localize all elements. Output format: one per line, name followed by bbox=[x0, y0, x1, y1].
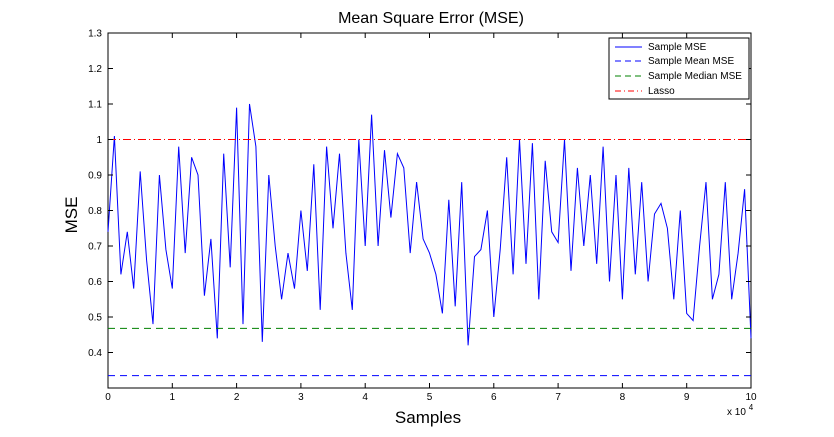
y-tick-label: 0.6 bbox=[88, 277, 102, 288]
x-tick-label: 3 bbox=[298, 392, 304, 403]
series-line-sample-mse bbox=[107, 103, 752, 346]
legend-label-lasso: Lasso bbox=[648, 86, 675, 97]
legend-box bbox=[608, 37, 750, 100]
x-tick-label: 0 bbox=[105, 392, 111, 403]
x-tick-label: 5 bbox=[427, 392, 433, 403]
legend: Sample MSE Sample Mean MSE Sample Median… bbox=[608, 37, 750, 100]
x-multiplier-base: x 10 bbox=[727, 407, 746, 418]
ticks-layer: 0 1 2 3 4 5 6 7 8 9 10 0.4 0.5 0.6 0.7 0.8 0.9 1 1.1 1.2 1.3 bbox=[88, 29, 757, 404]
y-tick-label: 1.1 bbox=[88, 100, 102, 111]
chart-title: Mean Square Error (MSE) bbox=[338, 10, 524, 27]
x-axis-label: Samples bbox=[395, 408, 461, 427]
x-tick-label: 10 bbox=[745, 392, 757, 403]
y-tick-label: 0.4 bbox=[88, 348, 102, 359]
legend-label-sample-median-mse: Sample Median MSE bbox=[648, 71, 742, 82]
x-tick-label: 9 bbox=[684, 392, 690, 403]
y-tick-label: 0.9 bbox=[88, 171, 102, 182]
y-tick-label: 1 bbox=[96, 135, 102, 146]
x-tick-label: 1 bbox=[170, 392, 176, 403]
x-tick-label: 8 bbox=[620, 392, 626, 403]
y-tick-label: 1.3 bbox=[88, 29, 102, 40]
series-layer bbox=[107, 103, 752, 377]
x-multiplier: x 10 4 bbox=[727, 403, 754, 418]
x-tick-label: 2 bbox=[234, 392, 240, 403]
x-multiplier-exponent: 4 bbox=[749, 403, 754, 412]
y-tick-label: 1.2 bbox=[88, 64, 102, 75]
x-tick-label: 7 bbox=[555, 392, 561, 403]
y-tick-label: 0.8 bbox=[88, 206, 102, 217]
y-axis-label: MSE bbox=[62, 197, 81, 234]
legend-label-sample-mse: Sample MSE bbox=[648, 42, 707, 53]
y-tick-label: 0.7 bbox=[88, 242, 102, 253]
x-tick-label: 6 bbox=[491, 392, 497, 403]
legend-label-sample-mean-mse: Sample Mean MSE bbox=[648, 56, 734, 67]
x-tick-label: 4 bbox=[362, 392, 368, 403]
y-tick-label: 0.5 bbox=[88, 313, 102, 324]
